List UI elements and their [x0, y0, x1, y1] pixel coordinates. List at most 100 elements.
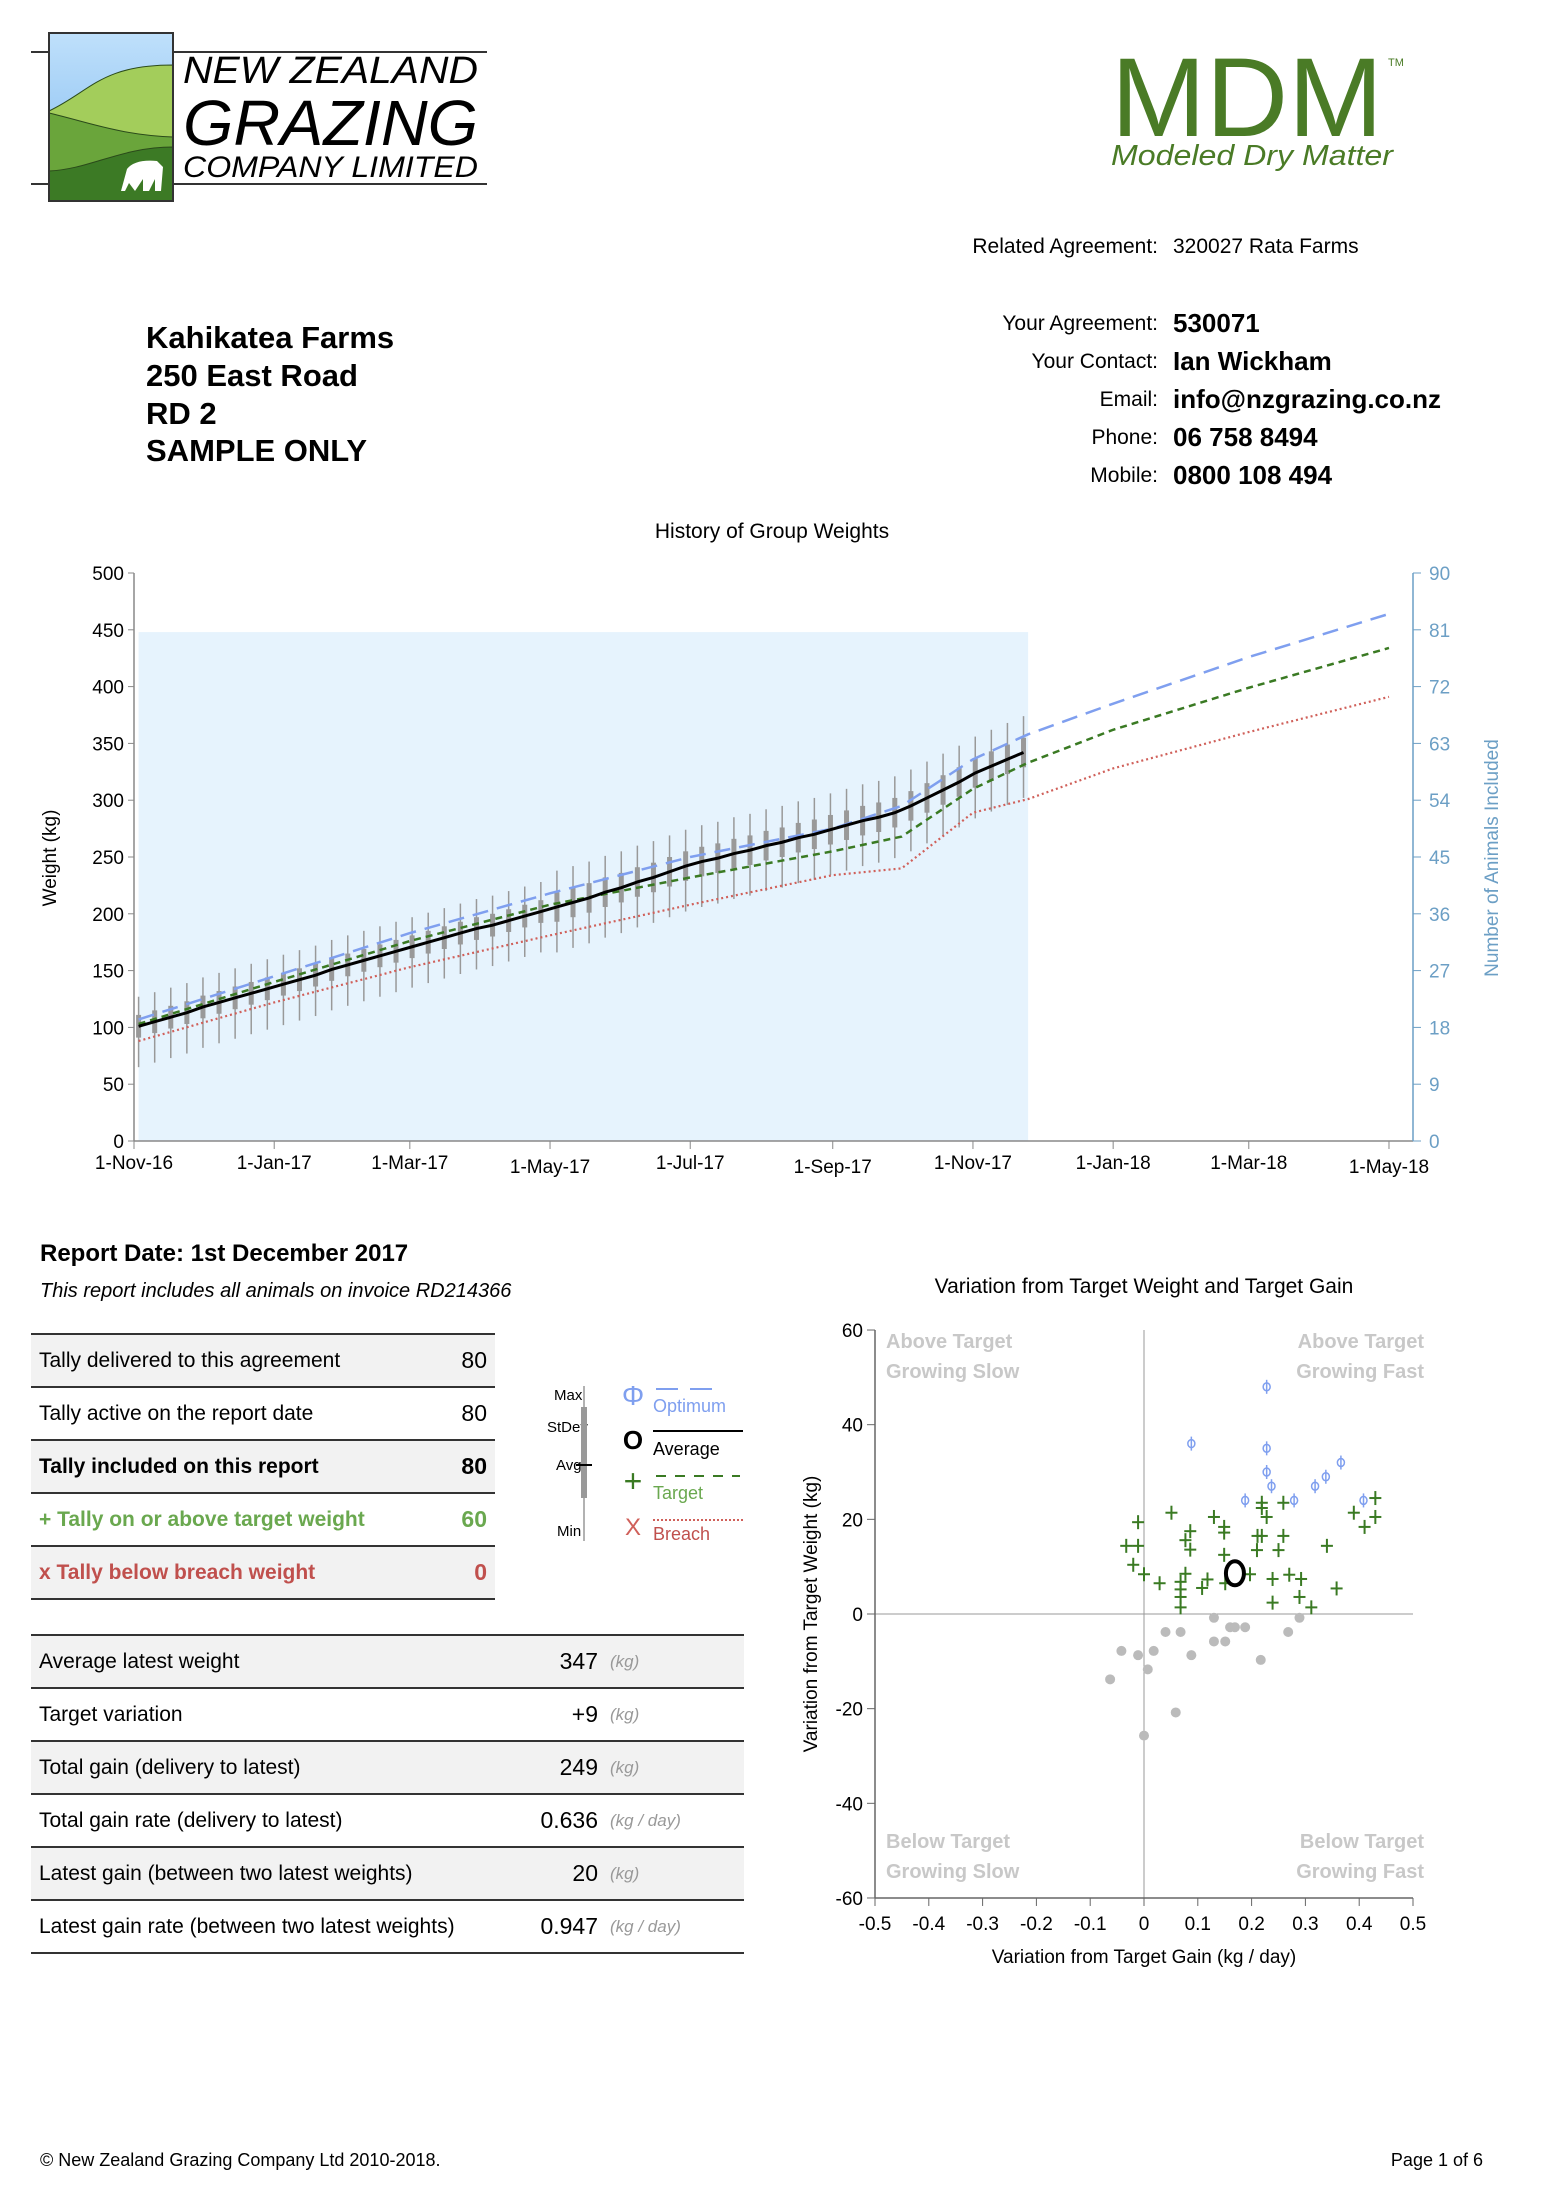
- y-tick-label: 250: [92, 848, 124, 869]
- x-tick-label: 0.5: [1400, 1914, 1426, 1935]
- x-tick-label: 1-Nov-17: [934, 1153, 1012, 1174]
- target-point: [1305, 1600, 1318, 1615]
- optimum-point: [1359, 1493, 1368, 1508]
- x-tick-label: 0.2: [1238, 1914, 1264, 1935]
- target-point: [1243, 1567, 1256, 1582]
- y2-tick-label: 9: [1429, 1075, 1440, 1096]
- target-point: [1320, 1538, 1333, 1553]
- stats-table: Average latest weight 347 (kg) Target varia…: [31, 1634, 744, 1954]
- target-point: [1196, 1580, 1209, 1595]
- legend-stdev-label: StDev: [547, 1419, 588, 1436]
- below-target-point: [1133, 1650, 1144, 1661]
- y-tick-label: 400: [92, 678, 124, 699]
- email-link[interactable]: info@nzgrazing.co.nz: [1173, 384, 1441, 414]
- agreement-label: Your Agreement:: [1002, 312, 1158, 335]
- row-label: + Tally on or above target weight: [31, 1492, 445, 1546]
- below-target-point: [1186, 1650, 1197, 1661]
- y-tick-label: -60: [836, 1889, 863, 1910]
- optimum-point: [1262, 1379, 1271, 1394]
- address-line-note: SAMPLE ONLY: [146, 433, 368, 468]
- target-point: [1369, 1491, 1382, 1506]
- target-point: [1218, 1547, 1231, 1562]
- row-value: 0.636: [480, 1793, 604, 1847]
- mdm-tm: TM: [1388, 57, 1404, 69]
- target-point: [1165, 1505, 1178, 1520]
- phone-value: 06 758 8494: [1173, 422, 1318, 452]
- below-target-point: [1294, 1612, 1305, 1623]
- below-target-point: [1160, 1626, 1171, 1637]
- target-point: [1127, 1557, 1140, 1572]
- x-tick-label: 1-May-18: [1349, 1157, 1429, 1178]
- address-line-rd: RD 2: [146, 396, 217, 431]
- chart-title: Variation from Target Weight and Target …: [935, 1275, 1354, 1298]
- target-point: [1132, 1538, 1145, 1553]
- optimum-point: [1289, 1493, 1299, 1508]
- target-point: [1120, 1538, 1133, 1553]
- average-symbol-icon: O: [623, 1425, 643, 1455]
- report-subtitle: This report includes all animals on invo…: [40, 1280, 512, 1302]
- target-point: [1255, 1500, 1268, 1515]
- target-point: [1132, 1515, 1145, 1530]
- x-tick-label: 1-Mar-17: [371, 1153, 448, 1174]
- optimum-point: [1310, 1479, 1320, 1494]
- row-label: Tally delivered to this agreement: [31, 1333, 445, 1387]
- y-tick-label: 500: [92, 564, 124, 585]
- y2-tick-label: 18: [1429, 1018, 1450, 1039]
- logo-text-line1: NEW ZEALAND: [183, 50, 478, 92]
- target-point: [1330, 1581, 1343, 1596]
- below-target-point: [1255, 1654, 1266, 1665]
- x-axis-label: Variation from Target Gain (kg / day): [992, 1947, 1296, 1968]
- below-target-point: [1220, 1636, 1231, 1647]
- row-unit: (kg): [604, 1634, 744, 1688]
- below-target-point: [1170, 1707, 1181, 1718]
- target-point: [1179, 1533, 1192, 1548]
- quadrant-label: Growing Fast: [1296, 1861, 1424, 1883]
- below-target-point: [1116, 1645, 1127, 1656]
- x-tick-label: 1-May-17: [510, 1157, 590, 1178]
- stats-row: Target variation +9 (kg): [31, 1687, 744, 1741]
- target-point: [1174, 1600, 1187, 1615]
- target-point: [1295, 1571, 1308, 1586]
- y2-tick-label: 81: [1429, 621, 1450, 642]
- agreement-value: 530071: [1173, 308, 1260, 338]
- row-value: 20: [480, 1846, 604, 1900]
- below-target-point: [1148, 1645, 1159, 1656]
- x-tick-label: 1-Jan-18: [1076, 1153, 1151, 1174]
- y-tick-label: 40: [842, 1416, 863, 1437]
- legend-target-label: Target: [653, 1483, 703, 1503]
- address-line-name: Kahikatea Farms: [146, 320, 395, 355]
- optimum-symbol-icon: Φ: [622, 1380, 644, 1411]
- target-point: [1283, 1567, 1296, 1582]
- target-point: [1207, 1509, 1220, 1524]
- row-value: 80: [444, 1439, 495, 1493]
- quadrant-label: Above Target: [886, 1331, 1013, 1353]
- row-label: Tally included on this report: [31, 1439, 445, 1493]
- mdm-tagline: Modeled Dry Matter: [1111, 140, 1394, 172]
- y-tick-label: 100: [92, 1018, 124, 1039]
- target-point: [1218, 1525, 1231, 1540]
- y-tick-label: 200: [92, 905, 124, 926]
- chart-legend: Max StDev Avg Min Φ Optimum O Average + …: [547, 1380, 743, 1544]
- target-point: [1250, 1543, 1263, 1558]
- row-unit: (kg): [604, 1687, 744, 1741]
- x-tick-label: 0.4: [1346, 1914, 1373, 1935]
- row-unit: (kg): [604, 1846, 744, 1900]
- below-target-point: [1105, 1674, 1116, 1685]
- report-date: Report Date: 1st December 2017: [40, 1240, 409, 1267]
- row-label: Total gain rate (delivery to latest): [31, 1793, 480, 1847]
- optimum-point: [1321, 1469, 1331, 1484]
- mobile-value: 0800 108 494: [1173, 460, 1333, 490]
- group-weights-chart: History of Group Weights Weight (kg) Num…: [40, 520, 1503, 1178]
- quadrant-label: Below Target: [886, 1831, 1010, 1853]
- row-value: 0.947: [480, 1899, 604, 1954]
- row-label: Total gain (delivery to latest): [31, 1740, 480, 1794]
- below-target-point: [1139, 1730, 1149, 1741]
- x-tick-label: 0.1: [1185, 1914, 1211, 1935]
- x-tick-label: 0.3: [1292, 1914, 1318, 1935]
- optimum-point: [1240, 1493, 1250, 1508]
- x-tick-label: -0.5: [859, 1914, 892, 1935]
- target-point: [1347, 1505, 1360, 1520]
- address-line-street: 250 East Road: [146, 358, 358, 393]
- average-point: [1223, 1559, 1246, 1588]
- related-agreement-label: Related Agreement:: [972, 235, 1158, 258]
